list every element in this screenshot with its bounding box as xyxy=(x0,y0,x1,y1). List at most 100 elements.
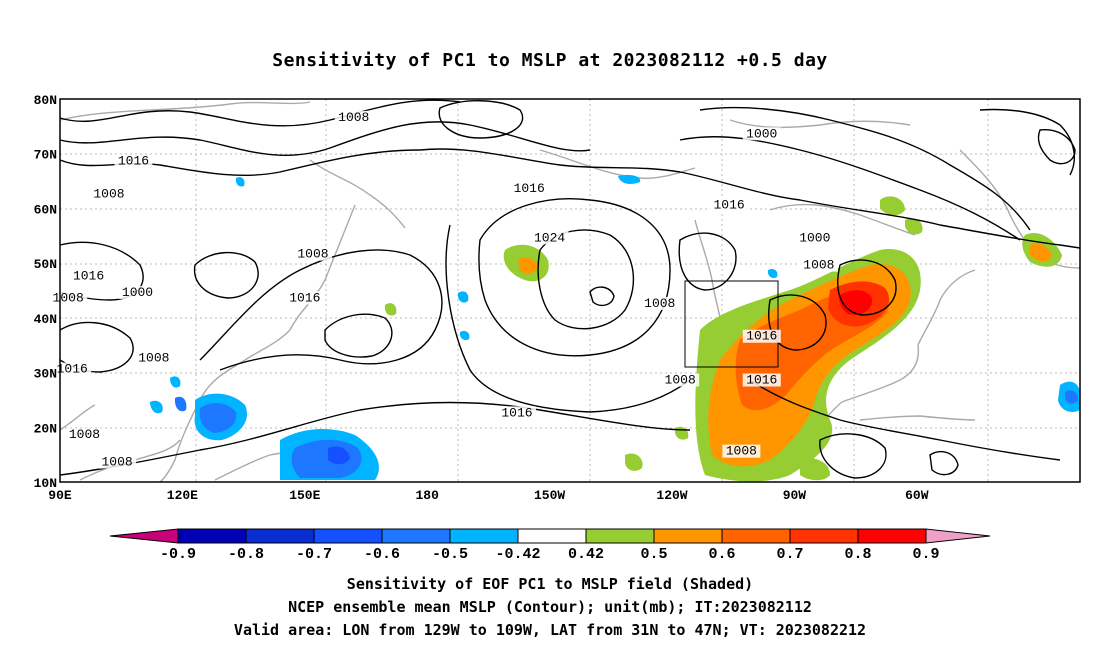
colorbar-label: 0.42 xyxy=(568,546,604,563)
colorbar-segment xyxy=(653,528,723,544)
contour-label-background xyxy=(114,154,153,168)
contour-label: 1000 xyxy=(746,126,777,141)
colorbar-label: 0.6 xyxy=(708,546,735,563)
colorbar-segment xyxy=(721,528,791,544)
contour-label: 1008 xyxy=(665,373,696,388)
contour-label-background xyxy=(799,258,838,272)
longitude-label: 150W xyxy=(534,488,565,503)
coastlines xyxy=(59,101,1081,483)
contour-label: 1008 xyxy=(644,296,675,311)
colorbar-segment xyxy=(789,528,859,544)
caption-contour: NCEP ensemble mean MSLP (Contour); unit(… xyxy=(288,598,812,616)
colorbar-arrow-high xyxy=(925,528,991,544)
contour-label-background xyxy=(53,362,92,376)
contour-label: 1024 xyxy=(534,230,565,245)
contour-label-background xyxy=(530,231,569,245)
contour-label-background xyxy=(510,182,549,196)
contour-labels: 1008 1016 1008 1000 1016 1016 1024 1008 1000 1008… xyxy=(49,110,838,470)
colorbar-segment xyxy=(177,528,247,544)
colorbar-segment xyxy=(517,528,587,544)
contour-label-background xyxy=(497,406,536,420)
latitude-label: 40N xyxy=(34,312,57,327)
contour-label: 1016 xyxy=(746,329,777,344)
negative-sensitivity-shading xyxy=(150,174,1080,480)
caption-shading: Sensitivity of EOF PC1 to MSLP field (Sh… xyxy=(346,575,754,593)
contour-label-background xyxy=(742,373,781,387)
colorbar-segment xyxy=(313,528,383,544)
contour-label-background xyxy=(334,110,373,124)
colorbar-label: -0.5 xyxy=(432,546,468,563)
contour-label-background xyxy=(49,291,88,305)
colorbar-label: -0.7 xyxy=(296,546,332,563)
contour-label-background xyxy=(134,351,173,365)
longitude-label: 90W xyxy=(783,488,807,503)
contour-label-background xyxy=(742,127,781,141)
colorbar-segment xyxy=(381,528,451,544)
contour-label-background xyxy=(661,373,700,387)
colorbar: -0.9 -0.8 -0.7 -0.6 -0.5 -0.42 0.42 0.5 0.6 0.7 0.… xyxy=(109,528,991,563)
positive-sensitivity-shading xyxy=(384,196,1062,482)
colorbar-label: 0.9 xyxy=(912,546,939,563)
colorbar-segment xyxy=(245,528,315,544)
contour-label-background xyxy=(98,455,137,469)
contour-label-background xyxy=(69,269,108,283)
contour-label: 1008 xyxy=(138,351,169,366)
latitude-label: 20N xyxy=(34,421,57,436)
contour-label-background xyxy=(795,231,834,245)
contour-label: 1000 xyxy=(122,285,153,300)
colorbar-label: -0.6 xyxy=(364,546,400,563)
contour-label-background xyxy=(285,291,324,305)
contour-label: 1008 xyxy=(93,186,124,201)
mslp-contours xyxy=(59,99,1081,479)
latitude-label: 10N xyxy=(34,476,57,491)
contour-label-background xyxy=(293,247,332,261)
latitude-labels: 80N 70N 60N 50N 40N 30N 20N 10N xyxy=(34,93,57,491)
longitude-label: 150E xyxy=(289,488,320,503)
contour-label-background xyxy=(640,296,679,310)
contour-label-background xyxy=(118,285,157,299)
colorbar-label: -0.42 xyxy=(495,546,540,563)
longitude-label: 90E xyxy=(48,488,72,503)
latitude-label: 70N xyxy=(34,148,57,163)
map-frame xyxy=(59,98,1081,483)
contour-label: 1016 xyxy=(289,290,320,305)
contour-label: 1008 xyxy=(297,247,328,262)
contour-label: 1000 xyxy=(799,230,830,245)
colorbar-segment xyxy=(585,528,655,544)
contour-label: 1008 xyxy=(803,258,834,273)
colorbar-label: -0.9 xyxy=(160,546,196,563)
contour-label: 1008 xyxy=(69,427,100,442)
contour-label: 1016 xyxy=(57,362,88,377)
longitude-label: 120W xyxy=(656,488,687,503)
contour-label: 1016 xyxy=(746,373,777,388)
contour-label: 1016 xyxy=(501,405,532,420)
contour-label-background xyxy=(89,187,128,201)
contour-label: 1008 xyxy=(102,455,133,470)
latitude-label: 50N xyxy=(34,257,57,272)
contour-label-background xyxy=(722,444,761,458)
colorbar-label: 0.7 xyxy=(776,546,803,563)
colorbar-segment xyxy=(449,528,519,544)
contour-label: 1008 xyxy=(53,290,84,305)
colorbar-label: 0.8 xyxy=(844,546,871,563)
contour-label: 1016 xyxy=(73,269,104,284)
contour-label: 1008 xyxy=(726,444,757,459)
longitude-label: 120E xyxy=(167,488,198,503)
contour-label-background xyxy=(710,198,749,212)
colorbar-segment xyxy=(857,528,927,544)
colorbar-label: 0.5 xyxy=(640,546,667,563)
longitude-labels: 90E 120E 150E 180 150W 120W 90W 60W xyxy=(48,488,928,503)
contour-label-background xyxy=(65,428,104,442)
latitude-label: 80N xyxy=(34,93,57,108)
contour-label-background xyxy=(742,329,781,343)
colorbar-arrow-low xyxy=(109,528,179,544)
contour-label: 1016 xyxy=(514,181,545,196)
caption-valid-area: Valid area: LON from 129W to 109W, LAT f… xyxy=(233,621,867,639)
latitude-label: 60N xyxy=(34,202,57,217)
contour-label: 1016 xyxy=(118,154,149,169)
longitude-label: 60W xyxy=(905,488,929,503)
contour-label: 1008 xyxy=(338,110,369,125)
contour-label: 1016 xyxy=(714,197,745,212)
longitude-label: 180 xyxy=(415,488,439,503)
